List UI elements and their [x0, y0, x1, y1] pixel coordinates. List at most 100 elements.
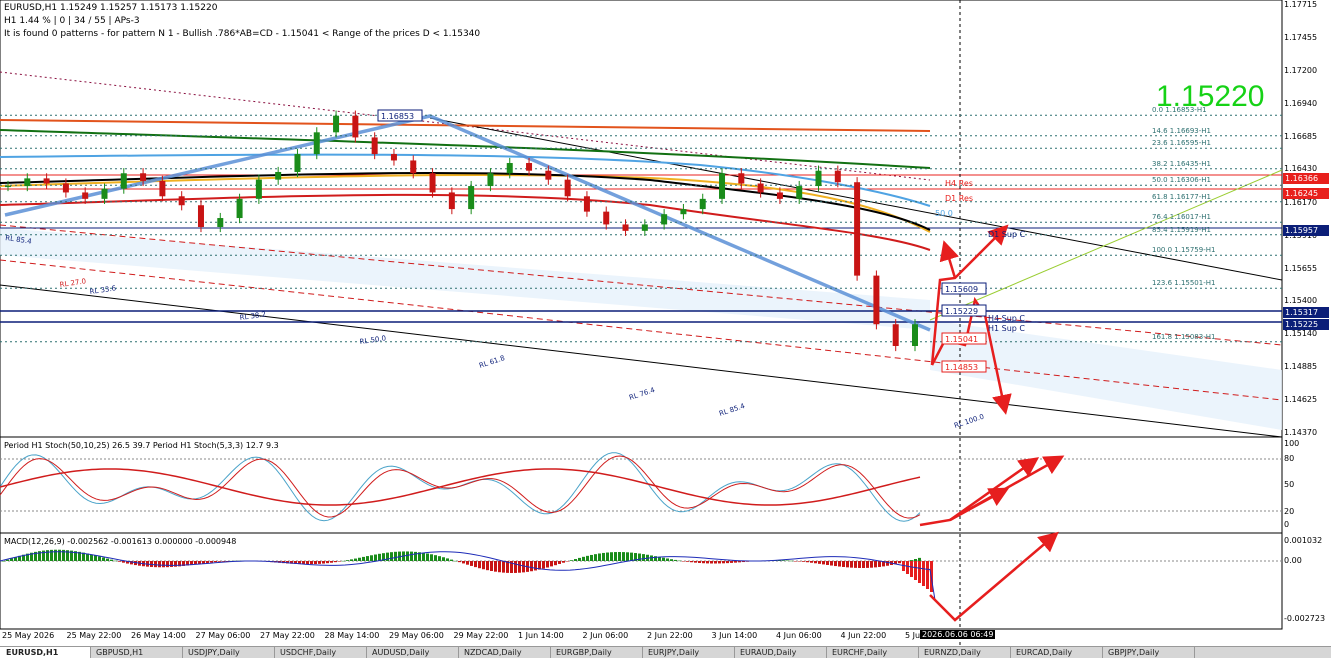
macd-bar: [706, 561, 709, 564]
fib-label: 0.0 1.16853-H1: [1152, 106, 1207, 115]
candle-body: [757, 183, 764, 193]
candle-body: [468, 186, 475, 210]
box-2-label: 1.15229: [945, 307, 978, 316]
candle-body: [120, 173, 127, 189]
symbol-tab[interactable]: EURJPY,Daily: [642, 647, 735, 658]
candle-body: [5, 186, 11, 188]
macd-bar: [778, 560, 781, 561]
macd-bar: [558, 561, 561, 564]
candle-body: [892, 324, 899, 346]
ma-blue: [0, 153, 931, 207]
macd-bar: [466, 561, 469, 565]
macd-axis-top: 0.001032: [1284, 536, 1323, 545]
macd-bar: [454, 560, 457, 562]
stoch-line: [0, 455, 921, 519]
price-axis-label: 1.16430: [1284, 164, 1318, 174]
macd-bar: [210, 561, 213, 563]
macd-bar: [350, 559, 353, 561]
macd-bar: [462, 561, 465, 564]
macd-bar: [858, 561, 861, 568]
macd-bar: [490, 561, 493, 571]
macd-bar: [158, 561, 161, 568]
macd-bar: [374, 554, 377, 561]
candle-body: [236, 198, 243, 219]
symbol-tab[interactable]: EURNZD,Daily: [918, 647, 1011, 658]
candle-body: [429, 173, 436, 193]
macd-bar: [854, 561, 857, 568]
macd-bar: [514, 561, 517, 573]
macd-bar: [814, 561, 817, 564]
macd-bar: [226, 561, 229, 562]
symbol-tab[interactable]: EURAUD,Daily: [734, 647, 827, 658]
macd-line: [0, 551, 936, 601]
macd-bar: [502, 561, 505, 573]
macd-bar: [882, 561, 885, 567]
candle-body: [699, 198, 706, 210]
symbol-tab[interactable]: GBPJPY,Daily: [1102, 647, 1195, 658]
symbol-tab[interactable]: AUDUSD,Daily: [366, 647, 459, 658]
symbol-tab[interactable]: USDCHF,Daily: [274, 647, 367, 658]
macd-bar: [406, 551, 409, 561]
time-axis-label: 1 Jun 14:00: [518, 631, 564, 640]
macd-bar: [498, 561, 501, 573]
macd-bar: [62, 549, 65, 561]
symbol-tab[interactable]: EURCHF,Daily: [826, 647, 919, 658]
macd-bar: [110, 559, 113, 561]
macd-bar: [690, 561, 693, 563]
macd-bar: [602, 552, 605, 561]
symbol-tab[interactable]: EURGBP,Daily: [550, 647, 643, 658]
macd-bar: [426, 553, 429, 561]
macd-bar: [190, 561, 193, 566]
candle-body: [487, 173, 494, 187]
macd-bar: [898, 561, 901, 564]
rl-33: RL 33.6: [89, 284, 117, 296]
macd-bar: [202, 561, 205, 564]
macd-bar: [458, 561, 461, 563]
symbol-tab[interactable]: EURUSD,H1: [0, 647, 91, 658]
macd-bar: [686, 561, 689, 562]
d1-sup-label: D1 Sup C: [988, 230, 1026, 239]
macd-bar: [290, 561, 293, 564]
macd-bar: [386, 552, 389, 561]
macd-bar: [394, 551, 397, 561]
time-axis-label: 5 Jun: [905, 631, 926, 640]
trend-line-top: [0, 71, 931, 181]
price-tag: 1.15317: [1283, 306, 1329, 318]
macd-bar: [910, 560, 913, 561]
macd-bar: [790, 560, 793, 562]
symbol-tab[interactable]: NZDCAD,Daily: [458, 647, 551, 658]
candle-body: [313, 132, 320, 155]
candle-body: [24, 178, 31, 187]
macd-bar: [694, 561, 697, 563]
macd-bar: [926, 561, 929, 589]
macd-bar: [302, 561, 305, 565]
symbol-tab[interactable]: GBPUSD,H1: [90, 647, 183, 658]
macd-bar: [438, 556, 441, 561]
rl-50: RL 50.0: [359, 334, 386, 346]
macd-bar: [126, 561, 129, 564]
channel-shade-2: [930, 320, 1282, 430]
candle-body: [583, 196, 590, 212]
macd-bar: [710, 561, 713, 564]
macd-bar: [842, 561, 845, 567]
price-axis-label: 1.14370: [1284, 428, 1318, 437]
symbol-tab[interactable]: EURCAD,Daily: [1010, 647, 1103, 658]
fib-label: 161.8 1.15083-H1: [1152, 332, 1216, 341]
macd-bar: [874, 561, 877, 568]
macd-bar: [530, 561, 533, 572]
macd-bar: [894, 561, 897, 565]
rl-38: RL 38.2: [239, 310, 266, 322]
macd-bar: [10, 558, 13, 561]
macd-bar: [82, 552, 85, 561]
rl-27: RL 27.0: [59, 277, 86, 289]
candle-body: [776, 192, 783, 199]
macd-bar: [826, 561, 829, 565]
macd-bar: [422, 552, 425, 561]
price-tag: 1.15957: [1283, 224, 1329, 236]
candle-body: [62, 183, 69, 193]
macd-bar: [618, 552, 621, 561]
symbol-tab[interactable]: USDJPY,Daily: [182, 647, 275, 658]
macd-bar: [106, 558, 109, 561]
macd-bar: [630, 552, 633, 561]
